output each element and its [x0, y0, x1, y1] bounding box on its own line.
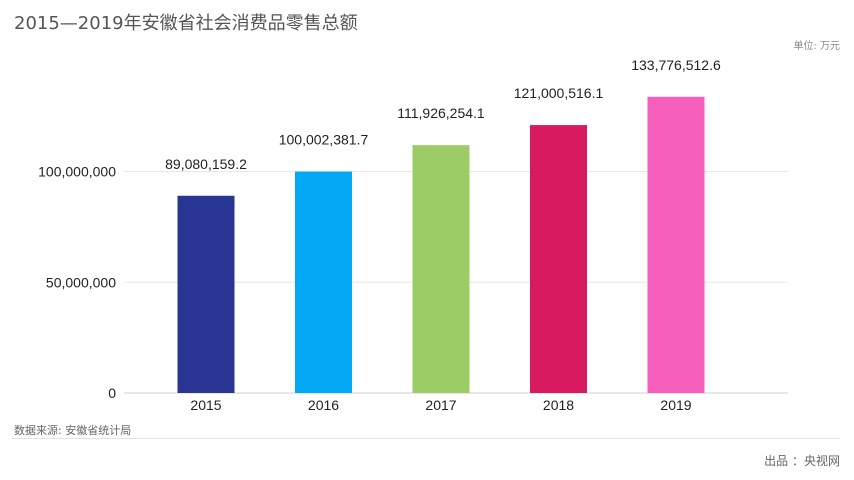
bar-2015: [177, 195, 235, 393]
data-label-2019: 133,776,512.6: [631, 57, 721, 73]
data-source: 数据来源: 安徽省统计局: [14, 424, 132, 437]
publisher-credit: 出品 ：央视网: [764, 454, 840, 468]
bar-2016: [295, 171, 352, 393]
bars: [177, 96, 705, 393]
x-tick-label-2016: 2016: [308, 397, 339, 413]
bar-2017: [412, 145, 470, 393]
y-tick-label: 0: [108, 385, 116, 401]
x-tick-label-2018: 2018: [543, 397, 574, 413]
bar-2019: [647, 96, 705, 393]
y-axis-ticks: 0 50,000,000 100,000,000: [38, 164, 116, 401]
x-tick-label-2017: 2017: [425, 397, 456, 413]
x-axis-ticks: 2015 2016 2017 2018 2019: [190, 397, 691, 413]
chart-title: 2015—2019年安徽省社会消费品零售总额: [14, 13, 358, 34]
x-tick-label-2019: 2019: [660, 397, 691, 413]
data-labels: 89,080,159.2 100,002,381.7 111,926,254.1 12…: [165, 57, 721, 172]
data-label-2015: 89,080,159.2: [165, 156, 247, 172]
bar-2018: [530, 125, 587, 393]
unit-label: 单位: 万元: [793, 41, 840, 52]
x-tick-label-2015: 2015: [190, 397, 221, 413]
y-tick-label: 100,000,000: [38, 164, 116, 180]
y-tick-label: 50,000,000: [46, 274, 116, 290]
footer-divider: [12, 438, 840, 439]
data-label-2016: 100,002,381.7: [279, 132, 369, 148]
data-label-2018: 121,000,516.1: [514, 85, 604, 101]
data-label-2017: 111,926,254.1: [397, 105, 485, 121]
